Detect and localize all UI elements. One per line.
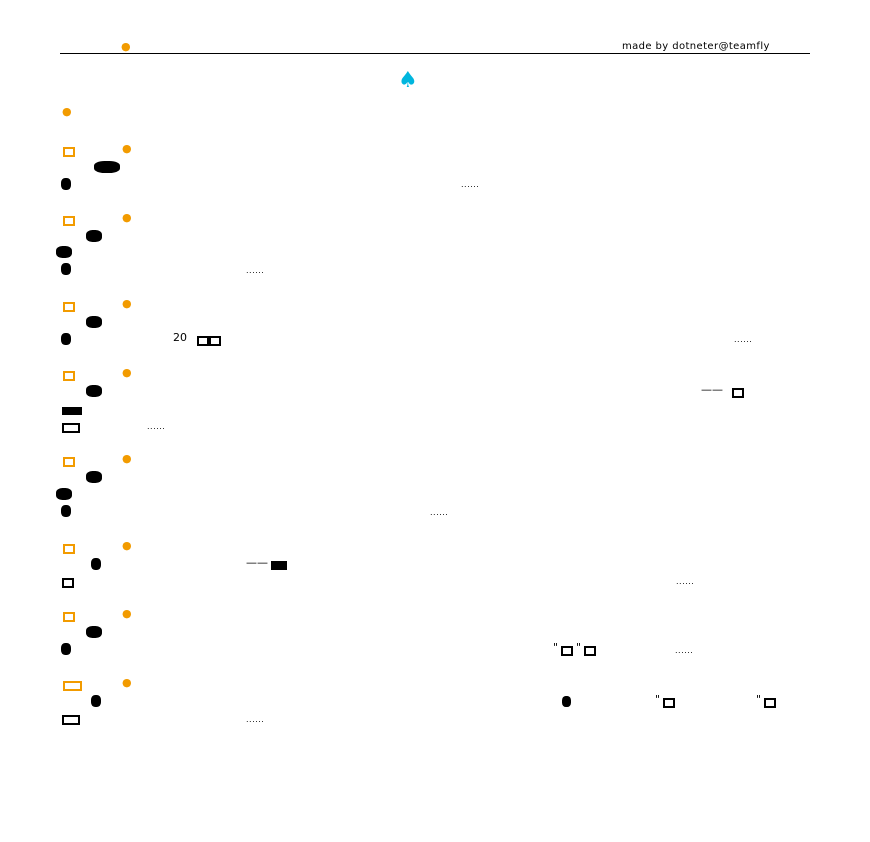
entry-3-glyph-icon — [197, 332, 221, 348]
entry-7-dots: ...... — [675, 646, 694, 655]
entry-7-number-icon — [63, 608, 75, 624]
header-mark-icon: ● — [121, 40, 131, 53]
entry-4-number-icon — [63, 367, 75, 383]
entry-3-heading-icon: ● — [122, 297, 132, 310]
entry-7-quote-glyph-1-icon — [561, 642, 573, 658]
entry-4-dash: —— — [701, 383, 723, 396]
entry-2-line-1-icon — [86, 229, 102, 245]
entry-2-number-icon — [63, 212, 75, 228]
entry-7-quote-close: " — [576, 641, 582, 654]
entry-8-line-2-icon — [62, 711, 80, 727]
entry-6-dots: ...... — [676, 577, 695, 586]
entry-4-line-2-icon — [62, 402, 82, 418]
entry-6-number-icon — [63, 540, 75, 556]
entry-8-heading-icon: ● — [122, 676, 132, 689]
entry-2-line-2-icon — [56, 245, 72, 261]
entry-3-number-icon — [63, 298, 75, 314]
entry-7-quote-glyph-2-icon — [584, 642, 596, 658]
entry-4-heading-icon: ● — [122, 366, 132, 379]
entry-6-line-1-icon — [91, 557, 101, 573]
entry-3-dots: ...... — [734, 335, 753, 344]
entry-1-line-2-icon — [61, 177, 71, 193]
entry-7-line-1-icon — [86, 625, 102, 641]
entry-7-line-2-icon — [61, 642, 71, 658]
entry-3-line-1-icon — [86, 315, 102, 331]
entry-4-dash-glyph-icon — [732, 384, 744, 400]
entry-8-dots: ...... — [246, 715, 265, 724]
entry-5-line-2-icon — [56, 487, 72, 503]
entry-8-line-1-icon — [91, 694, 101, 710]
entry-6-dash: —— — [246, 556, 268, 569]
entry-5-dots: ...... — [430, 508, 449, 517]
entry-1-number-icon — [63, 143, 75, 159]
entry-4-line-1-icon — [86, 384, 102, 400]
entry-6-heading-icon: ● — [122, 539, 132, 552]
entry-8-quote-open: " — [655, 693, 661, 706]
entry-1-heading-icon: ● — [122, 142, 132, 155]
entry-4-line-3-icon — [62, 419, 80, 435]
title-glyph-icon: ♠ — [398, 68, 418, 93]
entry-1-line-1-icon — [94, 160, 120, 176]
entry-8-quote-glyph-1-icon — [663, 694, 675, 710]
entry-1-dots: ...... — [461, 180, 480, 189]
entry-3-line-2-icon — [61, 332, 71, 348]
entry-3-number: 20 — [173, 331, 187, 344]
entry-5-number-icon — [63, 453, 75, 469]
entry-6-line-2-icon — [62, 574, 74, 590]
header-rule — [60, 53, 810, 54]
entry-2-heading-icon: ● — [122, 211, 132, 224]
entry-4-dots: ...... — [147, 422, 166, 431]
header-credit: made by dotneter@teamfly — [622, 41, 770, 52]
entry-6-dash-glyph-icon — [271, 557, 287, 573]
entry-8-quote-close: " — [756, 693, 762, 706]
entry-7-quote-open: " — [553, 641, 559, 654]
entry-8-number-icon — [63, 677, 82, 693]
entry-5-line-1-icon — [86, 470, 102, 486]
section-heading-icon: ● — [62, 105, 72, 118]
entry-8-quote-glyph-2-icon — [764, 694, 776, 710]
entry-5-heading-icon: ● — [122, 452, 132, 465]
entry-7-heading-icon: ● — [122, 607, 132, 620]
entry-2-line-3-icon — [61, 262, 71, 278]
entry-5-line-3-icon — [61, 504, 71, 520]
entry-8-glyph-icon — [562, 694, 571, 710]
entry-2-dots: ...... — [246, 266, 265, 275]
